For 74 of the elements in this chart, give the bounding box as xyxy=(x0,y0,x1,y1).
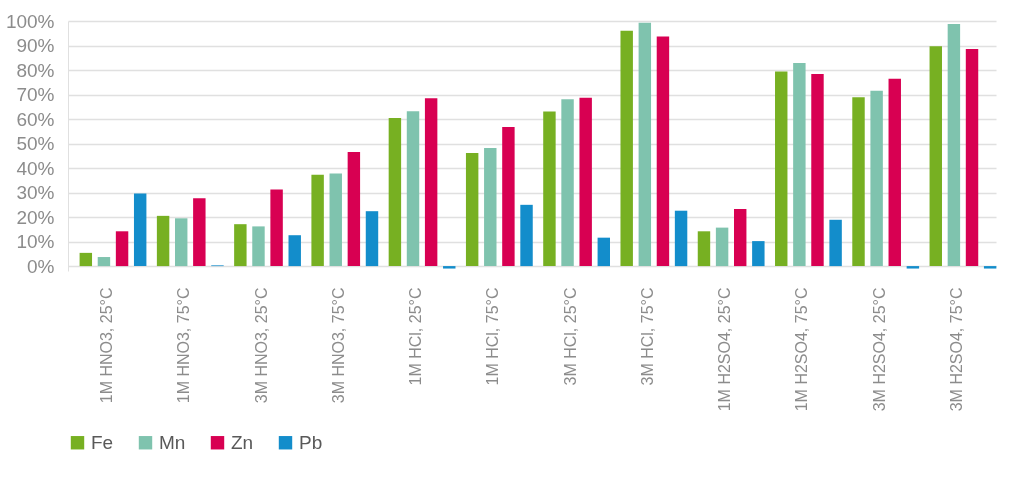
x-tick-label: 3M HCl, 25°C xyxy=(561,287,579,386)
bar xyxy=(520,204,533,267)
x-tick-label: 3M HNO3, 25°C xyxy=(252,287,270,404)
bar xyxy=(79,252,93,267)
y-tick-label: 60% xyxy=(16,108,55,130)
bar xyxy=(888,78,901,267)
y-tick-label: 90% xyxy=(16,35,55,57)
bar xyxy=(443,266,456,269)
x-tick-label: 1M H2SO4, 75°C xyxy=(793,287,811,412)
bar xyxy=(270,189,283,267)
bar xyxy=(620,30,633,267)
bar xyxy=(965,48,979,267)
bar xyxy=(365,211,379,267)
bar xyxy=(465,153,479,267)
bar xyxy=(133,193,147,267)
y-tick-label: 0% xyxy=(27,255,55,277)
bar xyxy=(733,208,747,267)
x-tick-label: 1M HNO3, 25°C xyxy=(98,287,116,404)
bar xyxy=(347,151,361,267)
x-tick-label: 3M HNO3, 75°C xyxy=(329,287,347,404)
bar xyxy=(502,126,515,267)
y-tick-label: 70% xyxy=(16,84,55,106)
bar xyxy=(193,198,206,267)
bar xyxy=(115,231,129,267)
bar xyxy=(829,219,842,267)
bar xyxy=(156,215,170,267)
y-tick-label: 50% xyxy=(16,133,55,155)
x-tick-label: 1M HNO3, 75°C xyxy=(175,287,193,404)
y-tick-label: 30% xyxy=(16,182,55,204)
legend-label: Fe xyxy=(91,431,114,453)
bar xyxy=(234,224,247,267)
legend-label: Mn xyxy=(159,431,186,453)
x-tick-label: 1M H2SO4, 25°C xyxy=(716,287,734,412)
y-tick-label: 40% xyxy=(16,157,55,179)
bar xyxy=(388,118,402,267)
y-tick-label: 10% xyxy=(16,231,55,253)
y-tick-label: 80% xyxy=(16,59,55,81)
bar xyxy=(484,147,497,267)
y-tick-label: 20% xyxy=(16,206,55,228)
bar xyxy=(543,111,556,267)
bar xyxy=(97,257,111,267)
bar xyxy=(906,266,920,269)
bar xyxy=(597,237,611,267)
bar xyxy=(715,227,729,267)
bar xyxy=(697,231,711,267)
y-tick-label: 100% xyxy=(5,10,55,32)
bar xyxy=(638,22,652,267)
bar xyxy=(174,218,188,267)
bar xyxy=(929,46,942,267)
bar xyxy=(561,99,574,267)
legend-label: Pb xyxy=(299,431,323,453)
bar xyxy=(579,97,592,267)
bar xyxy=(252,226,265,267)
x-tick-label: 3M H2SO4, 25°C xyxy=(870,287,888,412)
bar xyxy=(811,73,824,267)
bar xyxy=(870,90,883,267)
bar xyxy=(424,98,438,267)
legend-label: Zn xyxy=(231,431,254,453)
x-tick-label: 3M H2SO4, 75°C xyxy=(947,287,965,412)
bar xyxy=(656,36,670,267)
bar xyxy=(752,241,765,267)
bar xyxy=(311,174,324,267)
bar xyxy=(775,71,788,267)
bar xyxy=(674,210,688,267)
bar xyxy=(852,97,865,267)
x-tick-label: 1M HCl, 25°C xyxy=(407,287,425,386)
bar xyxy=(983,266,997,269)
bar xyxy=(329,173,342,267)
bar xyxy=(288,235,301,267)
x-tick-label: 1M HCl, 75°C xyxy=(484,287,502,386)
bar xyxy=(793,62,806,267)
bar xyxy=(406,111,420,267)
x-tick-label: 3M HCl, 75°C xyxy=(638,287,656,386)
bar xyxy=(947,23,961,267)
